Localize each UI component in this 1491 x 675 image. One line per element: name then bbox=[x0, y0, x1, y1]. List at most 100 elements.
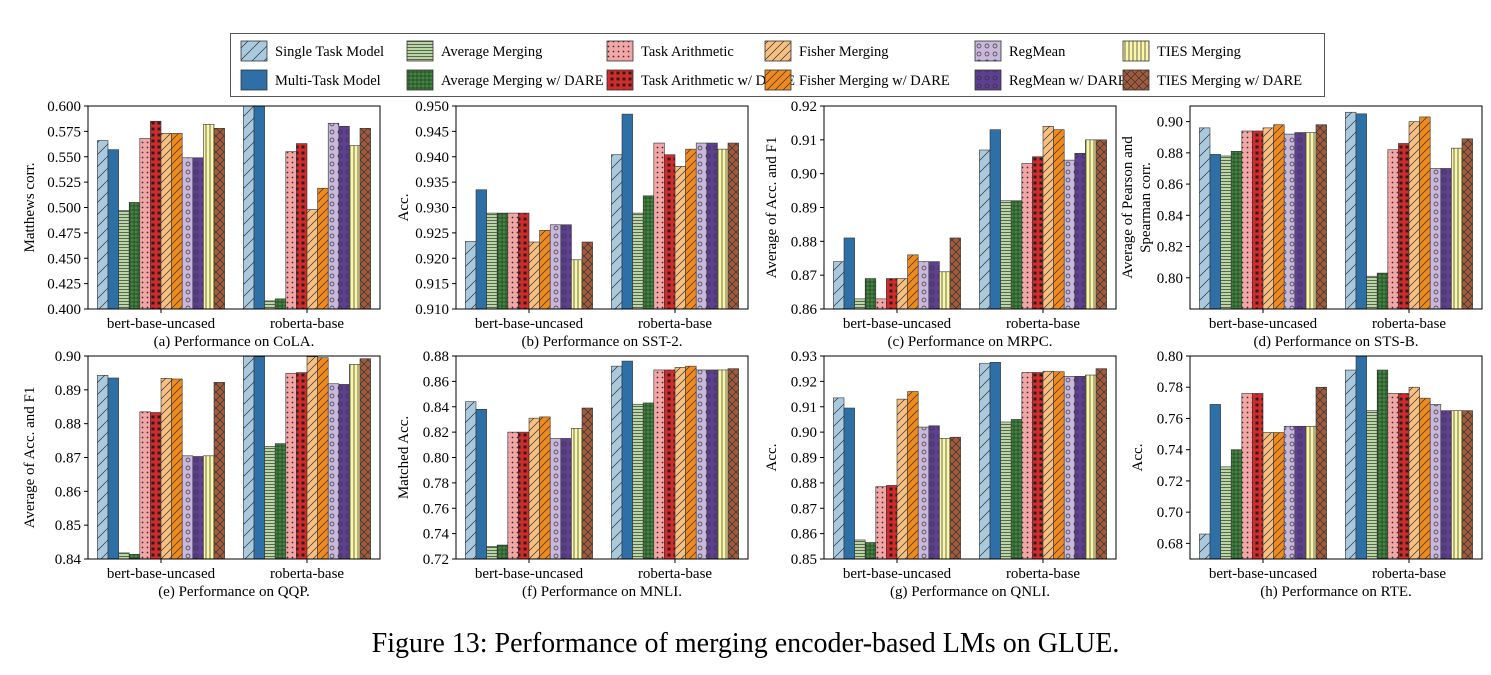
bar-bert-base-uncased-fisher-merging-w-dare bbox=[539, 230, 551, 310]
y-tick-label: 0.68 bbox=[1157, 536, 1183, 552]
bar-bert-base-uncased-task-arithmetic-w-dare bbox=[1252, 393, 1264, 560]
bar-bert-base-uncased-task-arithmetic-w-dare bbox=[886, 485, 898, 560]
legend-label: RegMean bbox=[1009, 44, 1066, 60]
y-tick-label: 0.475 bbox=[47, 226, 81, 242]
bar-roberta-base-single-task-model bbox=[243, 105, 255, 310]
chart-panel-f: 0.72 0.74 0.76 0.78 0.80 0.82 0.84 0.86 0.88 bert… bbox=[396, 349, 749, 600]
legend-entry-average-merging-w-dare: Average Merging w/ DARE bbox=[406, 69, 604, 91]
y-axis-label: Matthews corr. bbox=[22, 163, 38, 253]
bar-roberta-base-average-merging-w-dare bbox=[1376, 369, 1389, 560]
bar-bert-base-uncased-multi-task-model bbox=[1209, 154, 1221, 310]
y-tick-label: 0.950 bbox=[415, 99, 449, 115]
x-tick-label: roberta-base bbox=[270, 316, 344, 332]
bar-roberta-base-multi-task-model bbox=[253, 105, 265, 310]
bar-bert-base-uncased-multi-task-model bbox=[843, 407, 855, 560]
y-tick-label: 0.87 bbox=[55, 451, 82, 467]
bar-bert-base-uncased-task-arithmetic-w-dare bbox=[518, 212, 530, 310]
bar-roberta-base-fisher-merging bbox=[306, 356, 318, 560]
panel-caption: (f) Performance on MNLI. bbox=[522, 584, 682, 600]
bar-roberta-base-ties-merging-w-dare bbox=[1461, 410, 1473, 560]
y-tick-label: 0.450 bbox=[47, 251, 81, 267]
legend-swatch bbox=[974, 40, 1002, 62]
bar-roberta-base-regmean bbox=[1063, 159, 1076, 310]
legend-label: Task Arithmetic bbox=[641, 44, 734, 60]
bar-bert-base-uncased-regmean bbox=[1283, 425, 1296, 560]
legend-swatch bbox=[1122, 40, 1150, 62]
bar-bert-base-uncased-average-merging-w-dare bbox=[496, 212, 509, 310]
bar-bert-base-uncased-average-merging-w-dare bbox=[864, 278, 877, 310]
bar-bert-base-uncased-fisher-merging bbox=[896, 278, 908, 310]
y-tick-label: 0.91 bbox=[791, 400, 817, 416]
legend-entry-ties-merging: TIES Merging bbox=[1122, 40, 1241, 62]
bar-bert-base-uncased-average-merging-w-dare bbox=[1230, 449, 1243, 560]
bar-roberta-base-single-task-model bbox=[243, 356, 255, 560]
y-tick-label: 0.72 bbox=[423, 552, 449, 568]
bar-bert-base-uncased-task-arithmetic bbox=[1241, 393, 1253, 560]
y-tick-label: 0.70 bbox=[1157, 505, 1183, 521]
bar-roberta-base-average-merging bbox=[264, 300, 276, 310]
x-tick-label: roberta-base bbox=[1372, 316, 1446, 332]
bar-bert-base-uncased-task-arithmetic-w-dare bbox=[886, 278, 898, 310]
bar-bert-base-uncased-ties-merging-w-dare bbox=[949, 436, 961, 560]
legend-swatch bbox=[606, 69, 634, 91]
chart-panel-c: 0.86 0.87 0.88 0.89 0.90 0.91 0.92 bert-base-un… bbox=[764, 99, 1117, 350]
y-tick-label: 0.935 bbox=[415, 175, 449, 191]
bar-roberta-base-task-arithmetic-w-dare bbox=[664, 369, 676, 560]
legend-swatch bbox=[764, 69, 792, 91]
bar-bert-base-uncased-average-merging bbox=[118, 210, 130, 310]
bar-roberta-base-average-merging-w-dare bbox=[1010, 419, 1023, 560]
bar-bert-base-uncased-fisher-merging bbox=[160, 133, 172, 310]
y-tick-label: 0.84 bbox=[1157, 208, 1184, 224]
y-tick-label: 0.74 bbox=[423, 527, 450, 543]
bar-roberta-base-ties-merging-w-dare bbox=[1095, 139, 1107, 310]
y-tick-label: 0.78 bbox=[423, 476, 449, 492]
bar-bert-base-uncased-fisher-merging-w-dare bbox=[907, 391, 919, 560]
bar-roberta-base-regmean-w-dare bbox=[1074, 153, 1086, 310]
bar-bert-base-uncased-task-arithmetic bbox=[875, 298, 887, 310]
y-tick-label: 0.87 bbox=[791, 268, 818, 284]
bar-bert-base-uncased-regmean-w-dare bbox=[928, 425, 940, 560]
bar-roberta-base-average-merging bbox=[632, 212, 644, 310]
legend-swatch bbox=[764, 40, 792, 62]
y-tick-label: 0.76 bbox=[423, 501, 450, 517]
bar-roberta-base-regmean-w-dare bbox=[338, 384, 350, 560]
legend-label: Average Merging w/ DARE bbox=[441, 73, 604, 89]
x-tick-label: roberta-base bbox=[638, 316, 712, 332]
y-tick-label: 0.550 bbox=[47, 150, 81, 166]
bar-bert-base-uncased-regmean bbox=[181, 157, 194, 310]
bar-bert-base-uncased-ties-merging bbox=[939, 438, 951, 560]
bar-roberta-base-regmean bbox=[1429, 168, 1442, 310]
bar-roberta-base-fisher-merging-w-dare bbox=[317, 357, 329, 560]
chart-panel-a: 0.400 0.425 0.450 0.475 0.500 0.525 0.550 0.575… bbox=[22, 99, 381, 350]
bar-roberta-base-single-task-model bbox=[979, 363, 991, 560]
y-tick-label: 0.945 bbox=[415, 124, 449, 140]
legend: Single Task Model Multi-Task Model Average… bbox=[230, 33, 1325, 97]
bar-roberta-base-task-arithmetic-w-dare bbox=[296, 372, 308, 560]
bar-bert-base-uncased-ties-merging-w-dare bbox=[1315, 124, 1327, 310]
legend-entry-average-merging: Average Merging bbox=[406, 40, 542, 62]
y-tick-label: 0.940 bbox=[415, 150, 449, 166]
bar-bert-base-uncased-regmean bbox=[917, 426, 930, 560]
bar-bert-base-uncased-average-merging bbox=[854, 539, 866, 560]
y-tick-label: 0.91 bbox=[791, 133, 817, 149]
bar-roberta-base-multi-task-model bbox=[253, 356, 265, 560]
bar-bert-base-uncased-single-task-model bbox=[97, 140, 109, 310]
chart-panel-g: 0.85 0.86 0.87 0.88 0.89 0.90 0.91 0.92 0.93 bert… bbox=[764, 349, 1117, 600]
bar-bert-base-uncased-average-merging-w-dare bbox=[496, 544, 509, 560]
legend-entry-regmean-w-dare: RegMean w/ DARE bbox=[974, 69, 1127, 91]
panel-caption: (h) Performance on RTE. bbox=[1260, 584, 1412, 600]
bar-roberta-base-regmean-w-dare bbox=[706, 369, 718, 560]
bar-bert-base-uncased-regmean bbox=[549, 438, 562, 560]
bar-roberta-base-average-merging-w-dare bbox=[1010, 200, 1023, 310]
legend-label: TIES Merging bbox=[1157, 44, 1241, 60]
chart-panel-e: 0.84 0.85 0.86 0.87 0.88 0.89 0.90 bert-base-un… bbox=[22, 349, 381, 600]
bar-bert-base-uncased-average-merging bbox=[118, 552, 130, 560]
chart-panel-d: 0.80 0.82 0.84 0.86 0.88 0.90 bert-base-uncase… bbox=[1120, 105, 1483, 350]
legend-swatch bbox=[406, 40, 434, 62]
bar-bert-base-uncased-multi-task-model bbox=[475, 189, 487, 310]
legend-entry-task-arithmetic: Task Arithmetic bbox=[606, 40, 734, 62]
x-tick-label: bert-base-uncased bbox=[107, 566, 216, 582]
chart-panel-b: 0.910 0.915 0.920 0.925 0.930 0.935 0.940 0.945… bbox=[396, 99, 749, 350]
bar-roberta-base-ties-merging bbox=[349, 145, 361, 310]
legend-entry-regmean: RegMean bbox=[974, 40, 1066, 62]
